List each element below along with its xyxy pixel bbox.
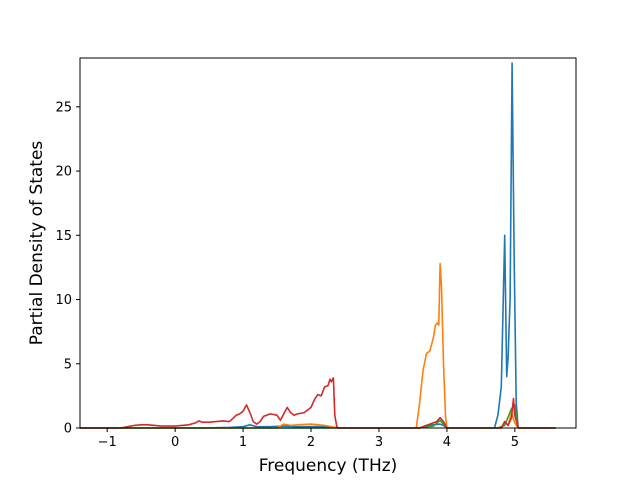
y-tick-label: 25	[55, 100, 72, 115]
y-tick-label: 5	[64, 357, 72, 372]
x-tick-label: 0	[171, 435, 179, 450]
y-tick-label: 15	[55, 229, 72, 244]
series-line-4	[80, 377, 556, 429]
x-tick-label: 5	[511, 435, 519, 450]
y-tick-label: 0	[64, 422, 72, 437]
x-axis-ticks: −1 0 1 2 3 4 5	[98, 428, 519, 450]
y-axis-ticks: 0 5 10 15 20 25	[55, 100, 80, 437]
y-axis-label: Partial Density of States	[27, 141, 47, 346]
x-tick-label: −1	[98, 435, 117, 450]
series-line-1	[80, 62, 556, 429]
y-tick-label: 20	[55, 165, 72, 180]
x-tick-label: 4	[443, 435, 451, 450]
x-axis-label: Frequency (THz)	[259, 456, 398, 476]
y-tick-label: 10	[55, 293, 72, 308]
x-tick-label: 1	[239, 435, 247, 450]
x-tick-label: 3	[375, 435, 383, 450]
x-tick-label: 2	[307, 435, 315, 450]
axes-frame	[79, 57, 577, 429]
